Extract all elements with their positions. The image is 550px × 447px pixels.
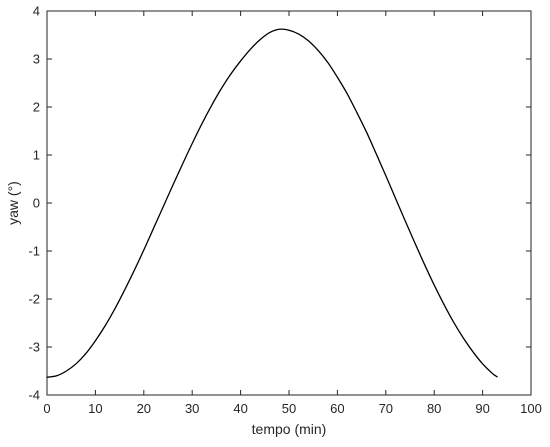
x-tick-label-10: 100 [520,401,542,416]
x-tick-label-9: 90 [475,401,489,416]
x-axis-label: tempo (min) [252,421,327,437]
x-tick-label-2: 20 [137,401,151,416]
y-tick-label-6: 2 [33,100,40,115]
y-tick-label-1: -3 [28,340,40,355]
x-tick-label-1: 10 [88,401,102,416]
plot-frame [46,10,532,396]
ticks-group: 0 10 20 30 40 50 60 70 80 90 100 -4 -3 -2 -1 0 1 2 3 4 [28,4,541,417]
x-tick-label-8: 80 [427,401,441,416]
y-tick-label-8: 4 [33,4,40,19]
y-tick-label-5: 1 [33,148,40,163]
y-tick-label-4: 0 [33,196,40,211]
y-tick-label-0: -4 [28,388,40,403]
y-tick-label-2: -2 [28,292,40,307]
x-tick-label-0: 0 [43,401,50,416]
x-tick-label-4: 40 [233,401,247,416]
y-axis-label: yaw (°) [5,181,21,225]
x-tick-label-7: 70 [379,401,393,416]
x-tick-label-6: 60 [330,401,344,416]
series-group [46,28,498,378]
y-tick-label-7: 3 [33,52,40,67]
axes-group [46,10,532,396]
series-line-0 [46,28,498,378]
y-tick-label-3: -1 [28,244,40,259]
x-tick-label-5: 50 [282,401,296,416]
x-tick-label-3: 30 [185,401,199,416]
